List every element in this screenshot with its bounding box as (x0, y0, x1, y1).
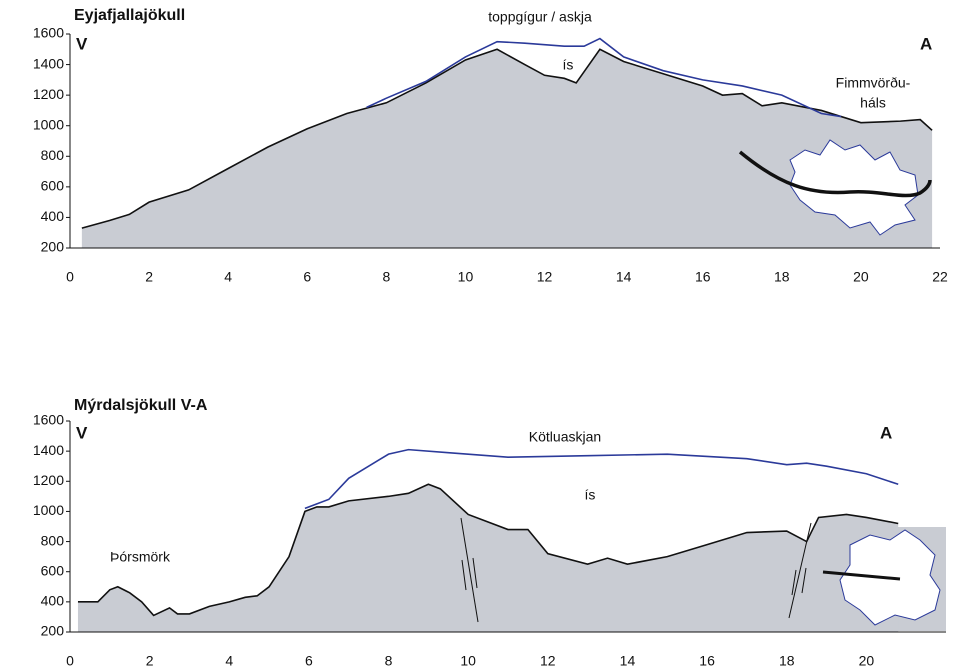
annotation: V (76, 34, 88, 53)
x-tick-label: 6 (305, 653, 313, 669)
x-tick-label: 14 (616, 269, 632, 285)
y-tick-label: 1600 (33, 25, 64, 41)
y-tick-label: 1200 (33, 86, 64, 102)
y-tick-label: 1000 (33, 116, 64, 132)
x-tick-label: 8 (382, 269, 390, 285)
x-tick-label: 16 (699, 653, 715, 669)
x-tick-label: 12 (537, 269, 553, 285)
chart-title: Mýrdalsjökull V-A (74, 397, 208, 414)
x-tick-label: 4 (225, 653, 233, 669)
x-tick-label: 10 (460, 653, 476, 669)
y-tick-label: 600 (41, 562, 65, 578)
y-tick-label: 400 (41, 593, 65, 609)
y-tick-label: 1200 (33, 472, 64, 488)
x-tick-label: 8 (385, 653, 393, 669)
annotation: Kötluaskjan (529, 429, 601, 445)
x-tick-label: 14 (620, 653, 636, 669)
x-tick-label: 2 (145, 269, 153, 285)
annotation: Fimmvörðu- (836, 75, 911, 91)
x-tick-label: 0 (66, 269, 74, 285)
annotation: A (920, 34, 932, 53)
terrain-fill (77, 484, 899, 632)
x-tick-label: 20 (859, 653, 875, 669)
profile-line (81, 48, 933, 229)
x-tick-label: 2 (146, 653, 154, 669)
profile-line (77, 483, 899, 617)
faults (460, 517, 812, 623)
x-tick-label: 12 (540, 653, 556, 669)
annotation: háls (860, 95, 886, 111)
x-tick-label: 20 (853, 269, 869, 285)
annotation: A (880, 423, 892, 442)
x-tick-label: 0 (66, 653, 74, 669)
annotation: V (76, 423, 88, 442)
x-tick-label: 16 (695, 269, 711, 285)
y-tick-label: 1400 (33, 55, 64, 71)
annotation: toppgígur / askja (488, 9, 592, 25)
chart-title: Eyjafjallajökull (74, 7, 185, 24)
x-tick-label: 22 (932, 269, 948, 285)
x-tick-label: 18 (779, 653, 795, 669)
y-tick-label: 1600 (33, 412, 64, 428)
y-tick-label: 200 (41, 239, 65, 255)
y-tick-label: 200 (41, 623, 65, 639)
y-tick-label: 1400 (33, 442, 64, 458)
x-tick-label: 10 (458, 269, 474, 285)
profile-line (366, 37, 842, 118)
inset-map-1 (738, 139, 932, 236)
x-tick-label: 6 (303, 269, 311, 285)
x-tick-label: 18 (774, 269, 790, 285)
y-tick-label: 800 (41, 147, 65, 163)
terrain-fill (81, 49, 933, 249)
profile-line (304, 448, 899, 510)
annotation: ís (585, 487, 596, 503)
inset-map-2 (822, 529, 941, 626)
y-tick-label: 600 (41, 178, 65, 194)
annotation: ís (563, 57, 574, 73)
y-tick-label: 800 (41, 532, 65, 548)
y-tick-label: 400 (41, 208, 65, 224)
x-tick-label: 4 (224, 269, 232, 285)
y-tick-label: 1000 (33, 502, 64, 518)
annotation: Þórsmörk (110, 549, 171, 565)
